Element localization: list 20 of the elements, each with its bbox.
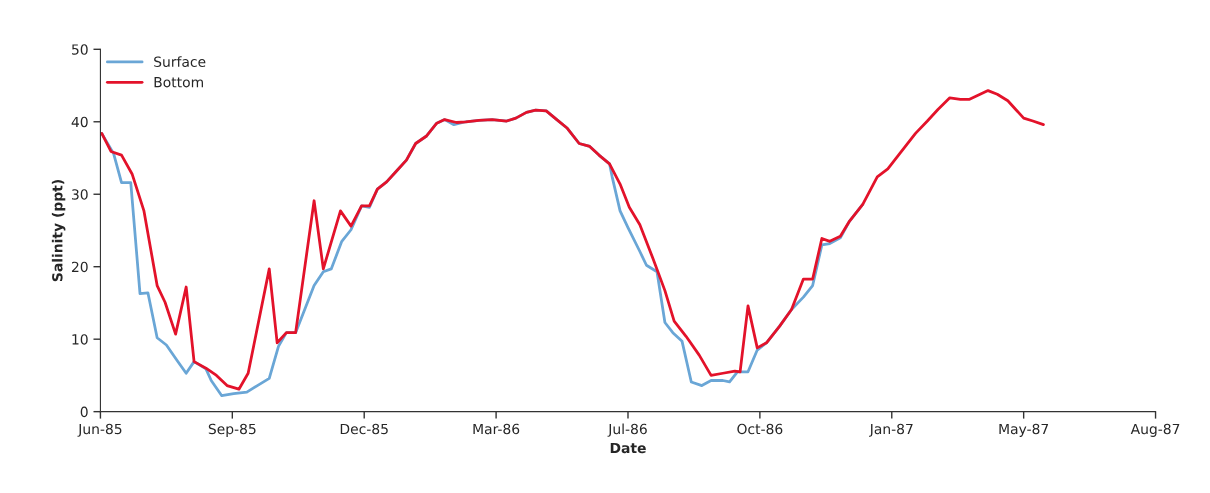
x-tick-label: Dec-85 bbox=[340, 423, 388, 435]
y-tick-label: 50 bbox=[72, 44, 88, 55]
y-tick-label: 0 bbox=[80, 406, 88, 418]
y-tick-label: 40 bbox=[71, 116, 88, 128]
y-tick-label: 30 bbox=[72, 189, 88, 200]
x-tick-label: Mar-86 bbox=[473, 423, 520, 435]
x-tick-label: Jun-85 bbox=[77, 423, 122, 437]
x-tick-label: Aug-87 bbox=[1130, 423, 1180, 437]
legend-label: Bottom bbox=[154, 77, 203, 88]
line-series bbox=[100, 89, 1045, 391]
x-tick-label: Sep-85 bbox=[208, 423, 256, 437]
x-tick-label: Jan-87 bbox=[869, 423, 913, 437]
y-tick-label: 20 bbox=[71, 261, 88, 273]
x-tick-label: Jul-86 bbox=[607, 423, 647, 437]
x-axis-title: Date bbox=[610, 442, 646, 454]
y-axis-title: Salinity (ppt) bbox=[51, 180, 66, 282]
y-tick-label: 10 bbox=[72, 334, 88, 345]
legend-label: Surface bbox=[154, 56, 206, 67]
x-tick-label: Oct-86 bbox=[737, 423, 783, 435]
x-tick-label: May-87 bbox=[999, 423, 1049, 437]
